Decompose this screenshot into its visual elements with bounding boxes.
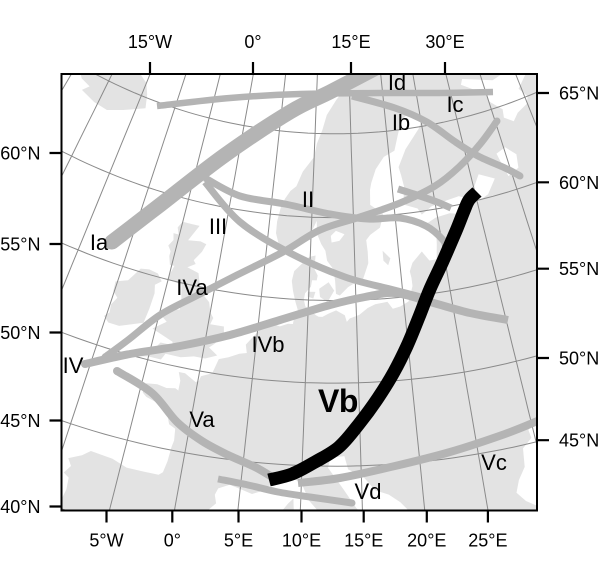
svg-text:15°E: 15°E	[331, 32, 370, 52]
svg-text:45°N: 45°N	[559, 431, 599, 451]
svg-text:20°E: 20°E	[407, 531, 446, 551]
svg-text:Va: Va	[189, 407, 215, 432]
svg-text:Ic: Ic	[446, 92, 463, 117]
svg-text:IVa: IVa	[176, 275, 208, 300]
svg-text:5°W: 5°W	[89, 531, 123, 551]
svg-text:60°N: 60°N	[0, 144, 40, 164]
svg-text:60°N: 60°N	[559, 173, 599, 193]
svg-text:Vd: Vd	[355, 479, 382, 504]
svg-text:25°E: 25°E	[468, 531, 507, 551]
svg-text:40°N: 40°N	[0, 497, 40, 517]
svg-text:Ia: Ia	[90, 230, 109, 255]
svg-text:10°E: 10°E	[282, 531, 321, 551]
svg-text:IV: IV	[63, 353, 84, 378]
svg-text:55°N: 55°N	[0, 235, 40, 255]
svg-text:0°: 0°	[164, 531, 181, 551]
svg-text:50°N: 50°N	[559, 349, 599, 369]
svg-text:15°W: 15°W	[128, 32, 172, 52]
svg-text:45°N: 45°N	[0, 411, 40, 431]
svg-text:5°E: 5°E	[224, 531, 253, 551]
svg-text:50°N: 50°N	[0, 323, 40, 343]
svg-text:15°E: 15°E	[344, 531, 383, 551]
svg-text:II: II	[302, 187, 314, 212]
svg-text:IVb: IVb	[251, 332, 284, 357]
svg-text:30°E: 30°E	[425, 32, 464, 52]
svg-text:55°N: 55°N	[559, 259, 599, 279]
svg-text:Ib: Ib	[392, 110, 410, 135]
svg-text:0°: 0°	[244, 32, 261, 52]
svg-text:III: III	[209, 214, 227, 239]
svg-text:Id: Id	[388, 70, 406, 95]
svg-text:Vc: Vc	[481, 450, 507, 475]
svg-text:65°N: 65°N	[559, 84, 599, 104]
svg-text:Vb: Vb	[318, 383, 358, 419]
